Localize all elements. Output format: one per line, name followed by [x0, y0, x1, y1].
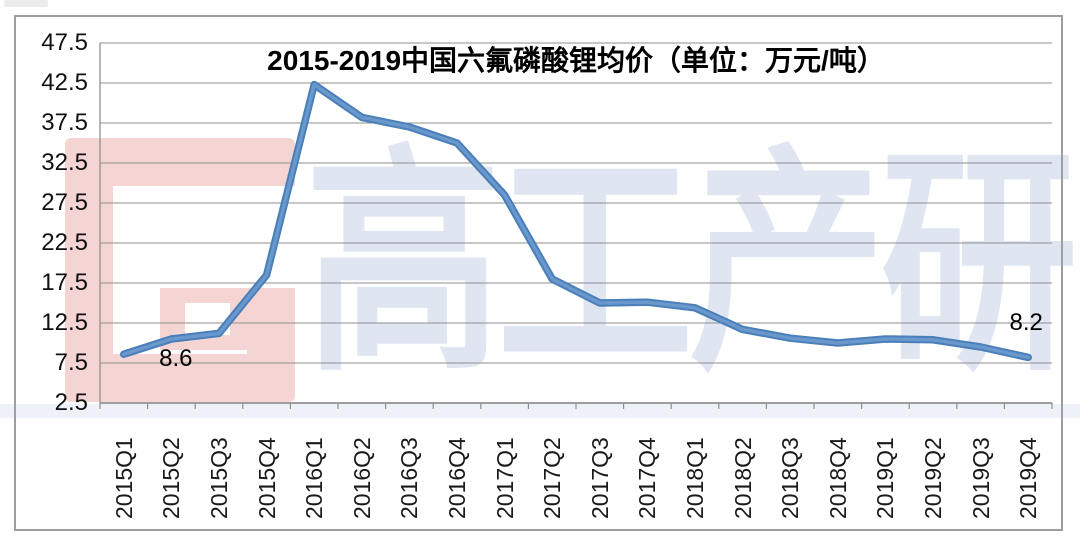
ggii-logo-icon [65, 138, 295, 402]
point-data-label: 8.6 [159, 345, 193, 373]
chart-title: 2015-2019中国六氟磷酸锂均价（单位：万元/吨） [267, 45, 885, 76]
y-tick-label: 37.5 [41, 109, 88, 136]
x-tick-label: 2015Q3 [206, 437, 232, 519]
x-tick-label: 2018Q1 [682, 437, 708, 519]
chart-border [14, 15, 1063, 531]
x-tick-label: 2016Q1 [301, 437, 328, 519]
price-series-line [120, 80, 1032, 362]
x-tick-label: 2017Q4 [634, 437, 661, 519]
x-tick-label: 2017Q1 [491, 437, 518, 519]
x-tick-label: 2019Q4 [1015, 437, 1042, 519]
x-tick-label: 2019Q3 [967, 437, 994, 519]
x-tick-label: 2016Q4 [444, 437, 470, 519]
watermark-top-fragment [4, 0, 48, 7]
y-tick-label: 42.5 [41, 69, 88, 96]
y-tick-label: 47.5 [41, 29, 88, 56]
x-tick-label: 2015Q2 [158, 437, 185, 519]
x-tick-label: 2018Q2 [729, 437, 756, 519]
x-tick-label: 2018Q3 [777, 437, 804, 519]
x-tick-label: 2017Q3 [586, 437, 613, 519]
y-tick-label: 12.5 [41, 309, 88, 336]
x-tick-label: 2018Q4 [824, 437, 851, 519]
price-series-line-highlight [122, 82, 1030, 360]
x-tick-label: 2016Q3 [396, 437, 423, 519]
x-tick-label: 2016Q2 [348, 437, 375, 519]
watermark-band [0, 404, 1080, 418]
y-tick-label: 7.5 [54, 349, 88, 376]
watermark-text: 高工产研 [305, 130, 1077, 398]
y-tick-label: 32.5 [41, 149, 88, 176]
y-tick-label: 17.5 [41, 269, 88, 296]
y-tick-label: 22.5 [41, 229, 88, 256]
x-tick-label: 2019Q2 [920, 437, 946, 519]
y-tick-label: 27.5 [41, 189, 88, 216]
y-tick-label: 2.5 [54, 389, 88, 416]
x-tick-label: 2015Q4 [253, 437, 280, 519]
point-data-label: 8.2 [1009, 309, 1043, 337]
x-tick-label: 2019Q1 [872, 437, 899, 519]
x-tick-label: 2017Q2 [539, 437, 566, 519]
x-tick-label: 2015Q1 [110, 437, 137, 519]
